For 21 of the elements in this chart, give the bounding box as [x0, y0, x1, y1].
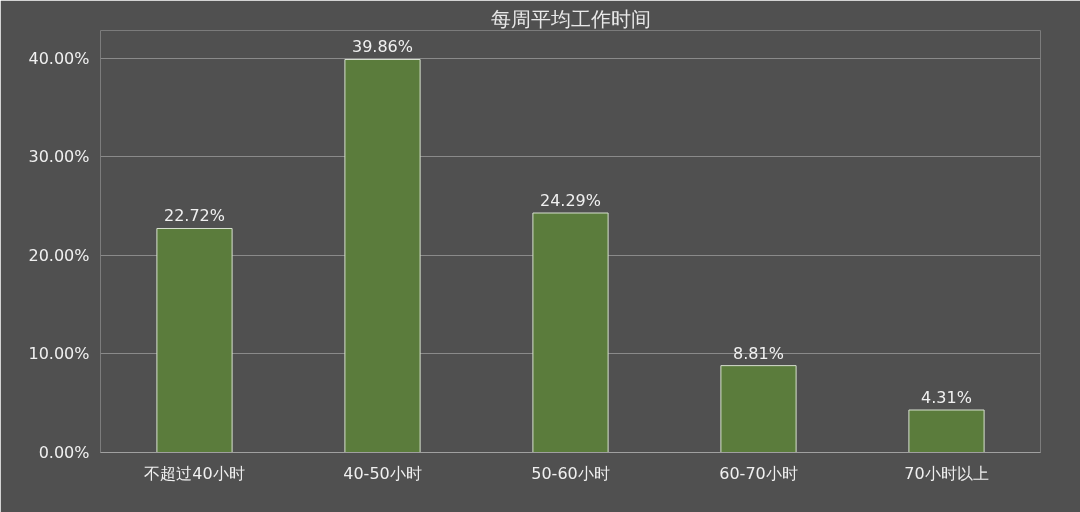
data-label: 24.29% [540, 191, 602, 211]
data-label: 4.31% [921, 388, 972, 407]
x-tick-label: 70小时以上 [904, 463, 989, 483]
bar [532, 212, 609, 453]
bar [344, 58, 421, 453]
bar [720, 365, 797, 453]
y-tick-label: 40.00% [28, 48, 90, 68]
data-label: 8.81% [733, 343, 784, 363]
x-tick-label: 60-70小时 [719, 463, 798, 483]
x-tick-label: 不超过40小时 [144, 463, 245, 483]
x-tick-label: 50-60小时 [531, 463, 610, 483]
y-tick-label: 20.00% [28, 245, 90, 265]
y-tick-label: 10.00% [28, 344, 90, 364]
data-label: 39.86% [352, 37, 414, 57]
bar [908, 409, 985, 453]
data-label: 22.72% [164, 206, 226, 226]
y-tick-label: 30.00% [28, 147, 90, 167]
y-tick-label: 0.00% [38, 443, 90, 462]
x-tick-label: 40-50小时 [343, 463, 422, 483]
chart-title: 每周平均工作时间 [490, 6, 651, 31]
bar [156, 227, 233, 453]
